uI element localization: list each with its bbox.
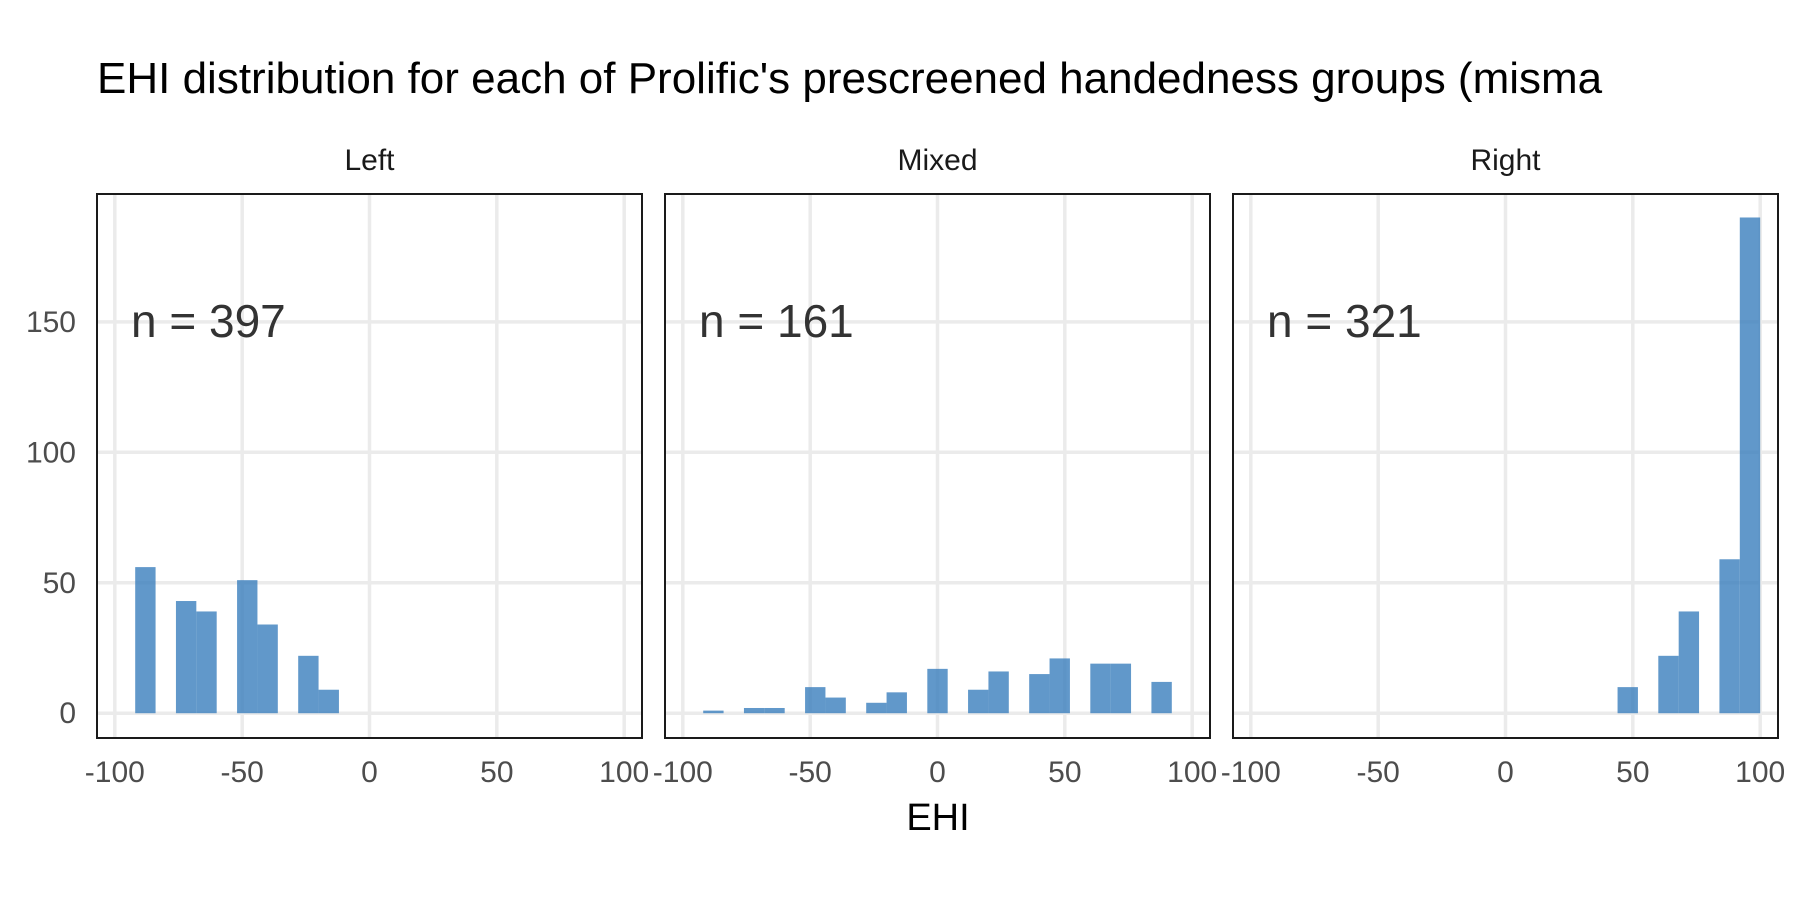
x-tick-label: 50	[1616, 756, 1649, 789]
x-tick-label: 50	[480, 756, 513, 789]
histogram-bar	[968, 689, 989, 714]
x-tick-label: 50	[1048, 756, 1081, 789]
histogram-bar	[1110, 663, 1132, 714]
count-annotation: n = 397	[131, 295, 286, 347]
histogram-bar	[764, 707, 785, 714]
histogram-bar	[318, 689, 339, 714]
y-axis: 0 50 100 150	[26, 306, 76, 730]
x-tick-label: 100	[599, 756, 649, 789]
panel-border	[96, 193, 643, 739]
panel-grid	[1233, 194, 1778, 738]
y-tick-label: 150	[26, 306, 76, 339]
facet-panels: Left n = 397 -100 -50 0 50 100 Mixed n = 161 -100…	[85, 144, 1785, 789]
x-axis-label: EHI	[906, 797, 969, 839]
y-tick-label: 0	[59, 697, 76, 730]
histogram-bar	[988, 671, 1009, 714]
panel-grid	[97, 194, 642, 738]
histogram-bar	[135, 567, 156, 714]
x-tick-label: -100	[653, 756, 713, 789]
histogram-bar	[743, 707, 765, 714]
x-tick-label: 0	[361, 756, 378, 789]
histogram-bars	[703, 658, 1172, 714]
x-tick-label: 100	[1735, 756, 1785, 789]
histogram-bar	[866, 702, 887, 714]
histogram-bar	[1090, 663, 1111, 714]
histogram-bar	[805, 687, 826, 714]
histogram-bars	[135, 567, 339, 714]
histogram-bar	[825, 697, 846, 714]
facet-label: Left	[344, 144, 395, 177]
x-tick-label: -100	[1221, 756, 1281, 789]
facet-label: Right	[1470, 144, 1541, 177]
histogram-bar	[175, 601, 197, 714]
histogram-bars	[1617, 217, 1761, 714]
histogram-bar	[1617, 687, 1638, 714]
count-annotation: n = 321	[1267, 295, 1422, 347]
x-tick-labels: -100 -50 0 50 100	[1221, 756, 1785, 789]
x-tick-label: 100	[1167, 756, 1217, 789]
histogram-bar	[257, 624, 278, 714]
histogram-bar	[1049, 658, 1070, 714]
x-tick-label: -50	[788, 756, 831, 789]
x-tick-label: -50	[1356, 756, 1399, 789]
histogram-bar	[703, 710, 724, 714]
histogram-bar	[927, 668, 948, 714]
x-tick-labels: -100 -50 0 50 100	[85, 756, 649, 789]
y-tick-label: 100	[26, 436, 76, 469]
histogram-bar	[1151, 681, 1172, 714]
histogram-bar	[1658, 655, 1679, 714]
histogram-bar	[237, 580, 258, 714]
panel-border	[1232, 193, 1779, 739]
histogram-bar	[1719, 559, 1740, 714]
histogram-bar	[1029, 674, 1050, 714]
facet-panel-right: Right n = 321 -100 -50 0 50 100	[1221, 144, 1785, 789]
panel-grid	[665, 194, 1210, 738]
facet-panel-mixed: Mixed n = 161 -100 -50 0 50 100	[653, 144, 1217, 789]
count-annotation: n = 161	[699, 295, 854, 347]
x-tick-label: 0	[929, 756, 946, 789]
facet-label: Mixed	[897, 144, 977, 177]
histogram-bar	[196, 611, 217, 714]
x-tick-labels: -100 -50 0 50 100	[653, 756, 1217, 789]
histogram-bar	[298, 655, 319, 714]
x-tick-label: -100	[85, 756, 145, 789]
histogram-bar	[1739, 217, 1761, 714]
x-tick-label: 0	[1497, 756, 1514, 789]
chart-title: EHI distribution for each of Prolific's …	[97, 54, 1603, 103]
histogram-bar	[886, 692, 907, 714]
y-tick-label: 50	[43, 567, 76, 600]
histogram-bar	[1678, 611, 1700, 714]
facet-panel-left: Left n = 397 -100 -50 0 50 100	[85, 144, 649, 789]
panel-border	[664, 193, 1211, 739]
x-tick-label: -50	[220, 756, 263, 789]
